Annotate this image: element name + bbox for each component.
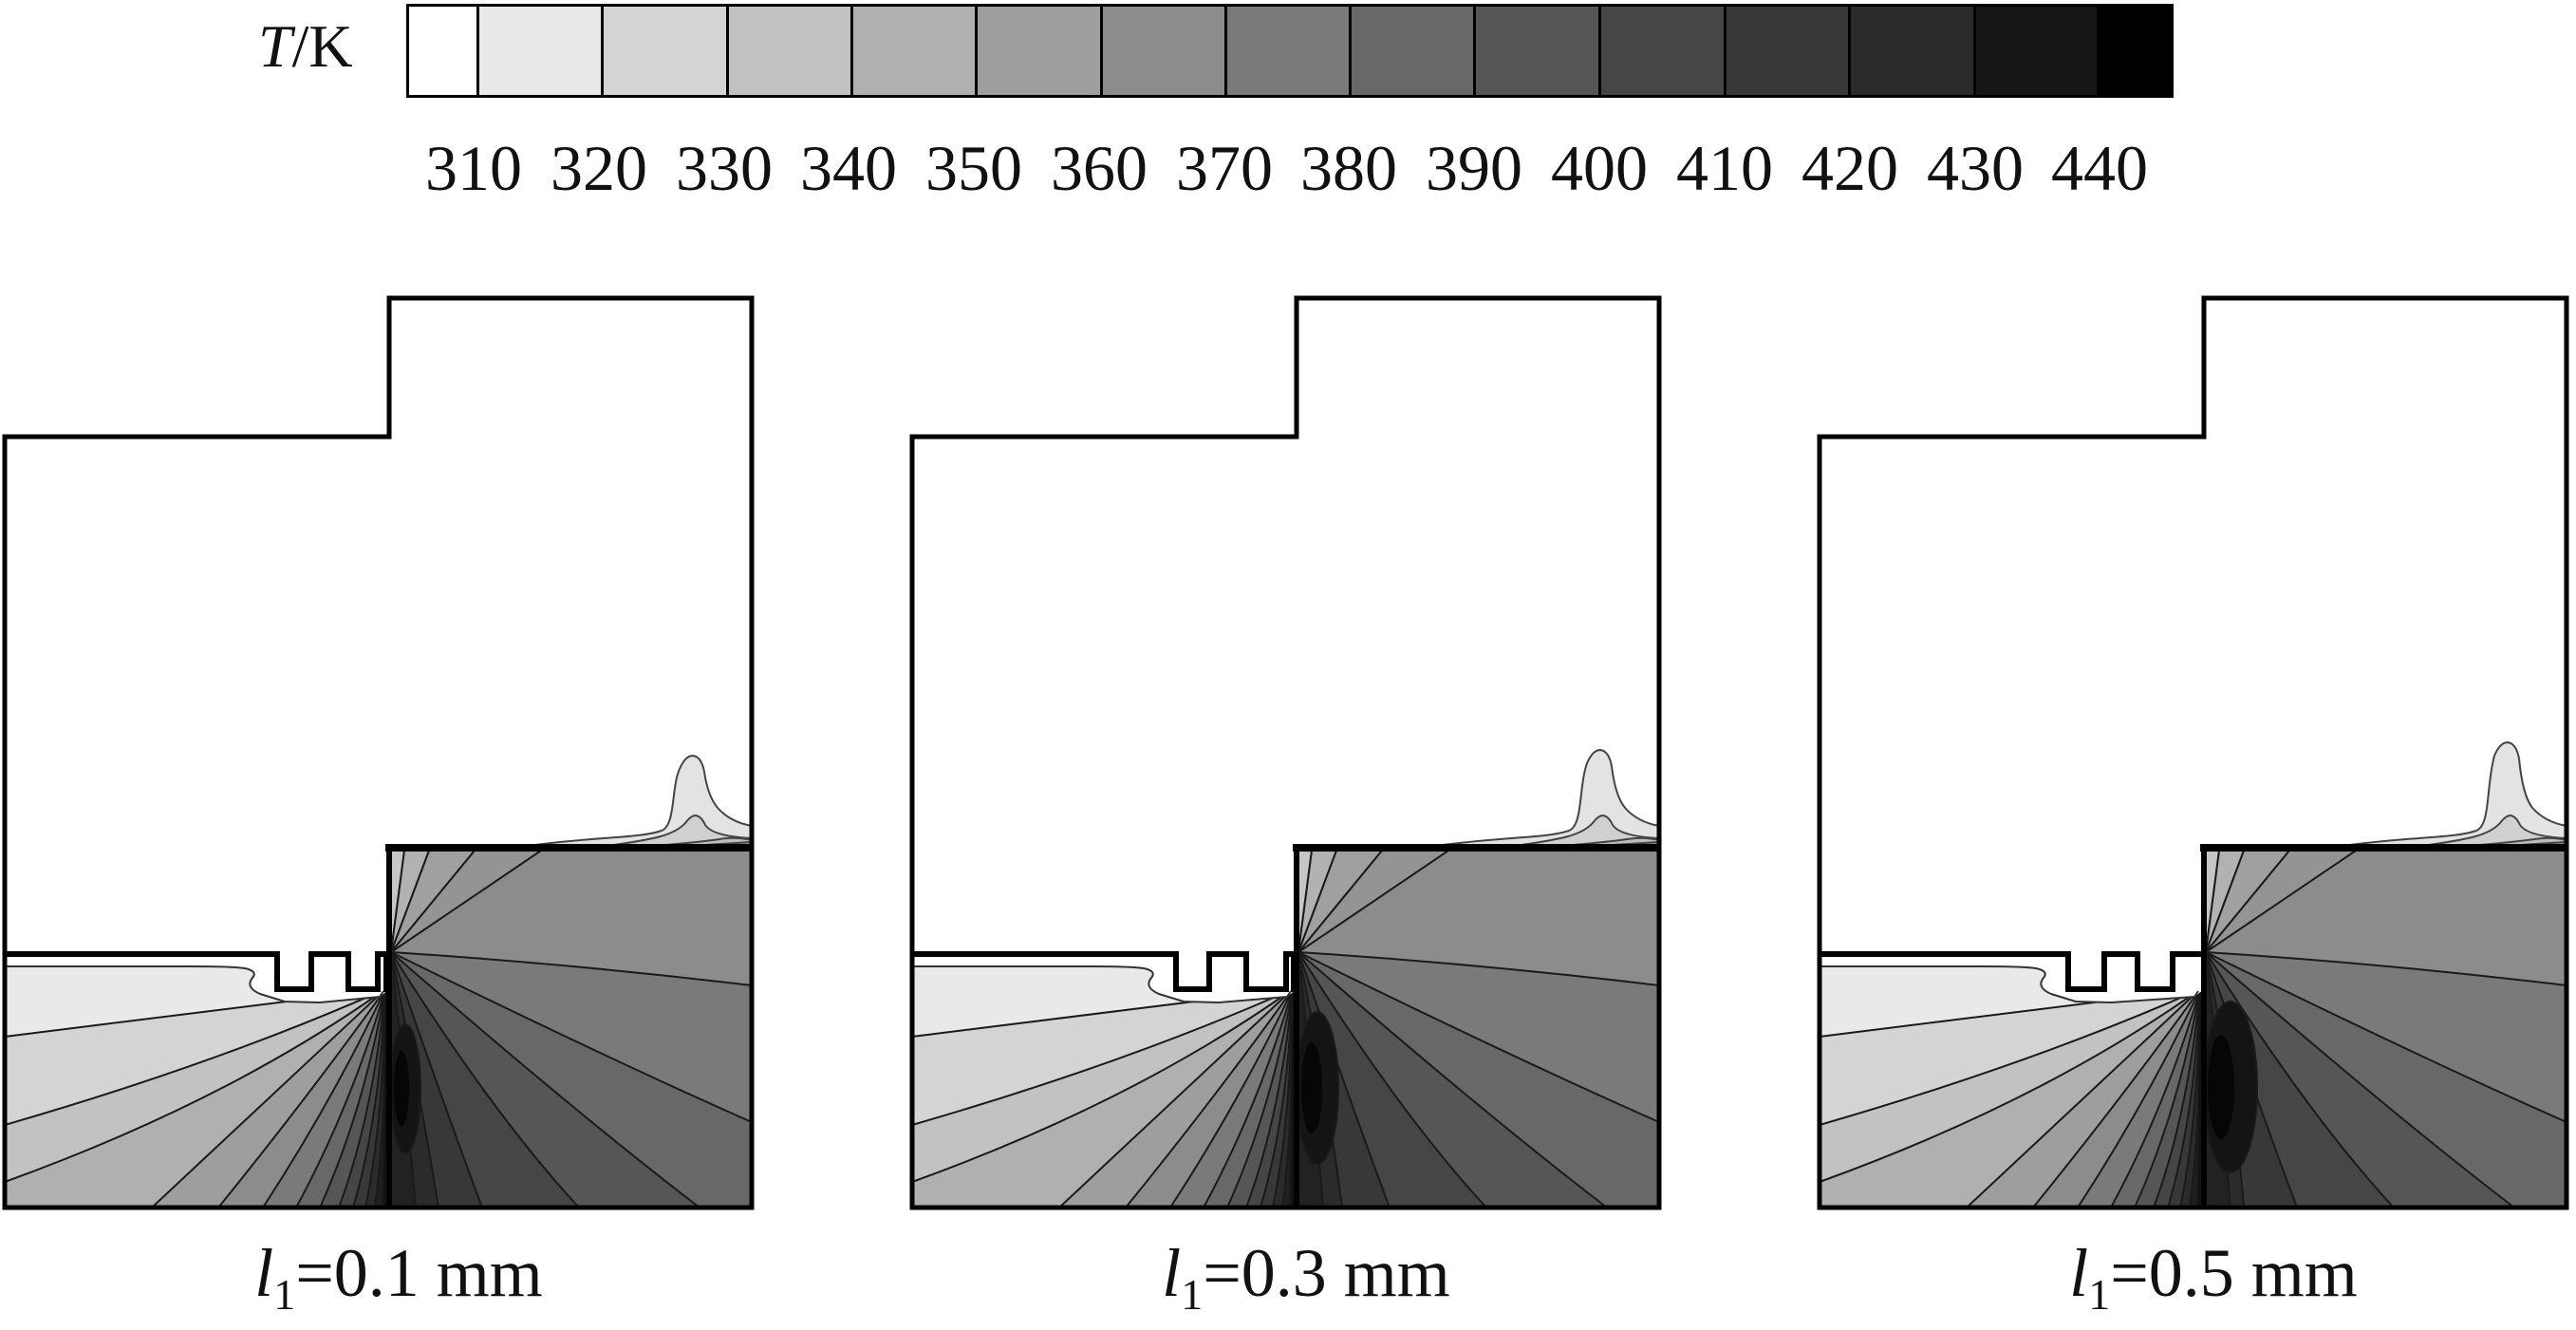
panel-2-caption: l1=0.3 mm: [936, 1234, 1676, 1317]
temperature-contour-svg-1: [2, 295, 755, 1210]
colorbar-band-13: [1972, 7, 2098, 95]
temperature-contour-svg-2: [909, 295, 1662, 1210]
colorbar-tick-310: 310: [425, 132, 522, 204]
caption-value: =0.3 mm: [1203, 1235, 1450, 1311]
colorbar-tick-360: 360: [1051, 132, 1148, 204]
colorbar-band-11: [1723, 7, 1849, 95]
colorbar-title-symbol: T: [258, 12, 292, 80]
colorbar-tick-390: 390: [1426, 132, 1522, 204]
colorbar-band-2: [601, 7, 726, 95]
caption-variable: l: [2069, 1235, 2089, 1311]
panel-3-caption: l1=0.5 mm: [1843, 1234, 2576, 1317]
colorbar: [406, 4, 2174, 98]
colorbar-title-unit: /K: [291, 12, 353, 80]
temperature-contour-svg-3: [1817, 295, 2569, 1210]
colorbar-tick-330: 330: [676, 132, 773, 204]
colorbar-tick-430: 430: [1927, 132, 2024, 204]
colorbar-band-7: [1224, 7, 1349, 95]
contour-panel-1: l1=0.1 mm: [0, 256, 759, 1329]
colorbar-tick-400: 400: [1551, 132, 1648, 204]
panel-1-caption: l1=0.1 mm: [28, 1234, 769, 1317]
colorbar-title: T/K: [258, 11, 353, 82]
caption-variable: l: [254, 1235, 274, 1311]
colorbar-band-6: [1099, 7, 1225, 95]
colorbar-band-3: [725, 7, 850, 95]
colorbar-band-8: [1348, 7, 1474, 95]
colorbar-tick-row: 310 320 330 340 350 360 370 380 390 400 410 420 430 4…: [0, 131, 2576, 204]
colorbar-band-14: [2097, 7, 2172, 95]
caption-subscript: 1: [2088, 1270, 2111, 1319]
colorbar-tick-380: 380: [1300, 132, 1397, 204]
colorbar-band-4: [849, 7, 976, 95]
colorbar-band-10: [1597, 7, 1724, 95]
colorbar-band-12: [1848, 7, 1973, 95]
colorbar-band-1: [476, 7, 602, 95]
colorbar-tick-340: 340: [800, 132, 897, 204]
caption-subscript: 1: [273, 1270, 296, 1319]
caption-subscript: 1: [1181, 1270, 1204, 1319]
contour-panel-3: l1=0.5 mm: [1815, 256, 2574, 1329]
colorbar-tick-350: 350: [925, 132, 1022, 204]
colorbar-tick-320: 320: [551, 132, 647, 204]
colorbar-band-9: [1473, 7, 1598, 95]
colorbar-tick-420: 420: [1801, 132, 1898, 204]
colorbar-band-0: [409, 7, 476, 95]
contour-panel-2: l1=0.3 mm: [907, 256, 1667, 1329]
colorbar-tick-370: 370: [1176, 132, 1273, 204]
colorbar-tick-410: 410: [1676, 132, 1773, 204]
caption-value: =0.1 mm: [295, 1235, 543, 1311]
colorbar-tick-440: 440: [2051, 132, 2148, 204]
caption-variable: l: [1162, 1235, 1182, 1311]
colorbar-band-5: [975, 7, 1100, 95]
caption-value: =0.5 mm: [2110, 1235, 2358, 1311]
